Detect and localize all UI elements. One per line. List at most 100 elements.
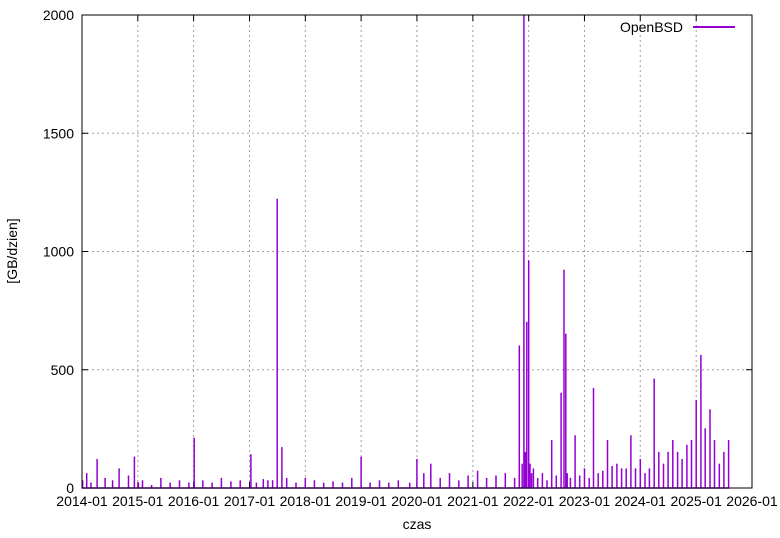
data-point bbox=[546, 480, 548, 482]
x-tick-label: 2019-01 bbox=[335, 493, 387, 509]
data-point bbox=[430, 463, 432, 466]
data-point bbox=[526, 321, 528, 324]
data-point bbox=[530, 473, 533, 475]
data-point bbox=[448, 473, 451, 475]
data-point bbox=[313, 480, 316, 482]
data-point bbox=[529, 463, 531, 466]
data-point bbox=[387, 482, 390, 485]
data-point bbox=[578, 475, 581, 477]
data-point bbox=[639, 458, 642, 461]
data-point bbox=[524, 451, 527, 454]
data-point bbox=[672, 439, 674, 442]
data-point bbox=[569, 477, 572, 480]
data-point bbox=[178, 480, 181, 482]
data-point bbox=[271, 480, 274, 482]
x-axis-title: czas bbox=[403, 516, 432, 532]
data-point bbox=[137, 482, 140, 485]
data-point bbox=[667, 451, 669, 454]
y-axis-title: [GB/dzien] bbox=[4, 218, 20, 283]
data-point bbox=[169, 482, 172, 485]
data-point bbox=[276, 198, 279, 201]
data-point bbox=[397, 480, 400, 482]
data-point bbox=[111, 480, 114, 482]
data-point bbox=[439, 477, 441, 480]
data-point bbox=[104, 477, 106, 480]
data-point bbox=[611, 465, 613, 468]
plot-frame bbox=[81, 14, 753, 489]
data-point bbox=[211, 482, 213, 485]
data-point bbox=[127, 475, 130, 477]
data-point bbox=[560, 392, 562, 395]
data-point bbox=[193, 437, 196, 440]
y-tick-label: 0 bbox=[66, 480, 74, 496]
data-point bbox=[686, 444, 688, 447]
data-point bbox=[718, 463, 721, 466]
data-point bbox=[351, 477, 353, 480]
data-point bbox=[96, 458, 98, 461]
data-point bbox=[416, 458, 418, 461]
data-point bbox=[695, 399, 698, 402]
data-point bbox=[662, 463, 665, 466]
data-point bbox=[527, 260, 530, 262]
data-point bbox=[602, 470, 604, 473]
data-point bbox=[588, 477, 591, 480]
data-point bbox=[239, 480, 242, 482]
data-point bbox=[518, 345, 521, 347]
data-point bbox=[565, 333, 567, 336]
x-tick-label: 2026-01 bbox=[726, 493, 778, 509]
legend: OpenBSD bbox=[620, 19, 735, 35]
data-point bbox=[592, 387, 595, 390]
data-point bbox=[541, 473, 544, 475]
data-point bbox=[634, 468, 637, 470]
data-point bbox=[681, 458, 683, 461]
data-point bbox=[630, 435, 632, 437]
data-point bbox=[597, 473, 600, 475]
x-tick-label: 2014-01 bbox=[56, 493, 108, 509]
data-point bbox=[566, 473, 568, 475]
data-point bbox=[653, 378, 655, 381]
y-tick-label: 500 bbox=[51, 362, 75, 378]
data-point bbox=[141, 480, 144, 482]
y-tick-label: 1000 bbox=[43, 244, 74, 260]
data-point bbox=[220, 477, 223, 480]
data-point bbox=[285, 477, 288, 480]
data-point bbox=[690, 439, 693, 442]
x-tick-label: 2024-01 bbox=[615, 493, 667, 509]
data-point bbox=[504, 473, 507, 475]
data-point bbox=[360, 456, 362, 459]
y-tick-label: 2000 bbox=[43, 7, 74, 23]
data-point bbox=[267, 480, 269, 482]
data-point bbox=[574, 435, 576, 437]
data-point bbox=[295, 482, 297, 485]
legend-label: OpenBSD bbox=[620, 19, 683, 35]
data-point bbox=[700, 354, 702, 357]
data-point bbox=[118, 468, 120, 470]
x-tick-label: 2021-01 bbox=[447, 493, 499, 509]
x-tick-label: 2015-01 bbox=[112, 493, 164, 509]
data-point bbox=[727, 439, 730, 442]
data-point bbox=[476, 470, 479, 473]
series-line-0 bbox=[81, 15, 730, 489]
x-tick-label: 2025-01 bbox=[671, 493, 723, 509]
data-point bbox=[709, 409, 711, 411]
x-tick-label: 2022-01 bbox=[503, 493, 555, 509]
x-tick-label: 2017-01 bbox=[224, 493, 276, 509]
data-point bbox=[458, 480, 460, 482]
data-point bbox=[250, 454, 252, 456]
data-point bbox=[230, 481, 232, 483]
data-point bbox=[704, 428, 707, 430]
data-point bbox=[550, 439, 553, 442]
data-point bbox=[648, 468, 651, 470]
y-tick-label: 1500 bbox=[43, 125, 74, 141]
x-tick-label: 2018-01 bbox=[280, 493, 332, 509]
data-point bbox=[616, 463, 618, 466]
data-point bbox=[563, 269, 565, 272]
data-point bbox=[521, 463, 524, 466]
data-point bbox=[133, 456, 136, 459]
data-point bbox=[657, 451, 660, 454]
data-point bbox=[160, 477, 162, 480]
data-point bbox=[201, 480, 204, 482]
data-point bbox=[620, 468, 623, 470]
data-point bbox=[536, 477, 539, 480]
data-point bbox=[262, 478, 265, 481]
